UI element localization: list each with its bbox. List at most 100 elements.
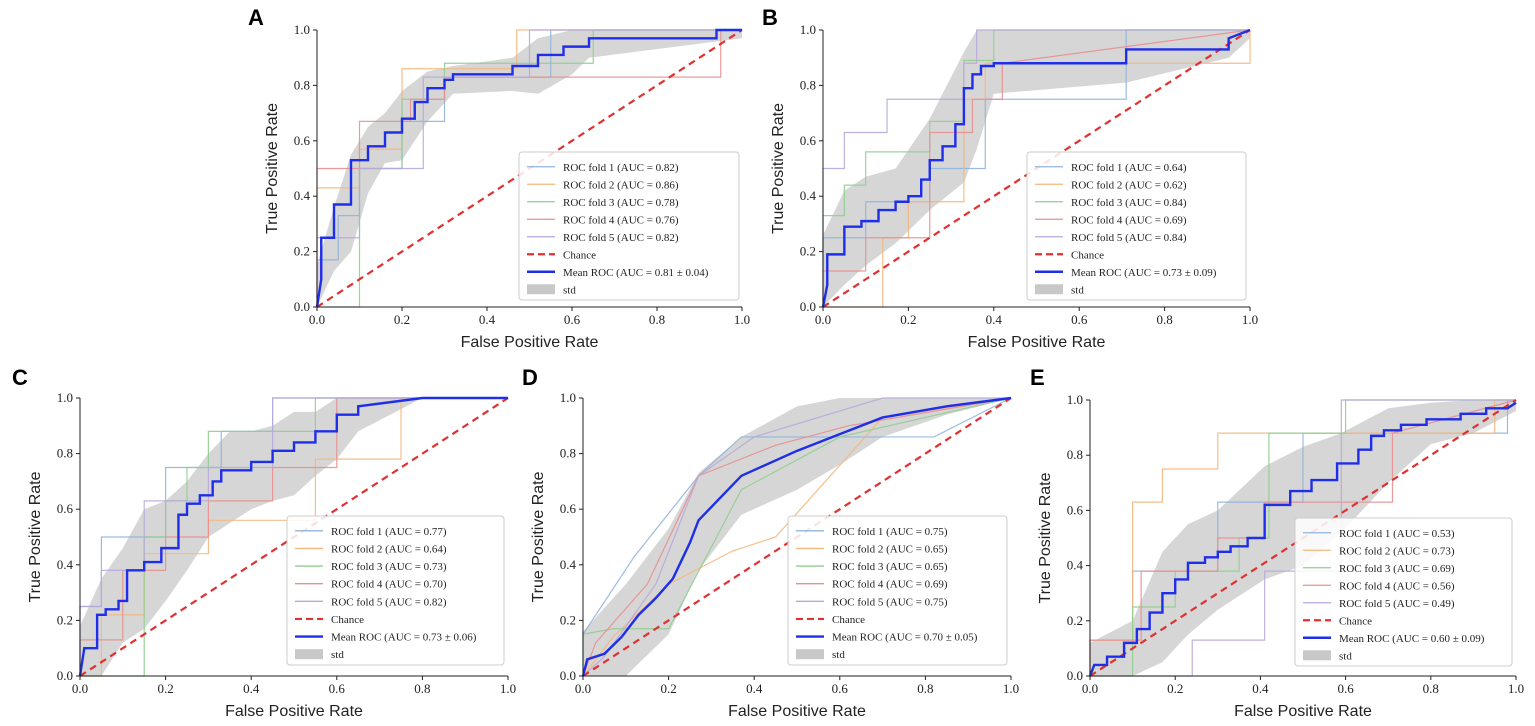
x-tick-label: 1.0 (1242, 312, 1258, 327)
y-axis-label: True Positive Rate (27, 471, 44, 602)
y-tick-label: 0.8 (57, 446, 73, 461)
x-axis-label: False Positive Rate (728, 703, 866, 720)
x-tick-label: 0.4 (479, 312, 496, 327)
roc-panel-A: A 0.0 0.2 0.4 0.6 0.8 1.0 0.0 0.2 0.4 0.6 0.8 1.0 Fal… (248, 5, 750, 351)
legend-label: std (1071, 284, 1084, 296)
legend-label: ROC fold 1 (AUC = 0.75) (832, 526, 948, 538)
x-tick-label: 0.8 (649, 312, 665, 327)
legend-label: std (331, 649, 344, 661)
panel-letter: E (1030, 365, 1045, 390)
y-tick-label: 1.0 (1067, 392, 1083, 407)
legend-label: Mean ROC (AUC = 0.70 ± 0.05) (832, 632, 978, 644)
legend-label: ROC fold 4 (AUC = 0.69) (832, 579, 948, 591)
legend-label: Chance (331, 614, 364, 626)
x-tick-label: 0.0 (1082, 681, 1098, 696)
x-axis-label: False Positive Rate (1234, 703, 1372, 720)
x-axis-label: False Positive Rate (225, 703, 363, 720)
y-axis-label: True Positive Rate (530, 471, 547, 602)
y-tick-label: 0.8 (294, 77, 310, 92)
x-axis-label: False Positive Rate (968, 334, 1106, 351)
x-tick-label: 0.0 (575, 681, 591, 696)
y-tick-label: 0.0 (57, 668, 73, 683)
y-tick-label: 0.4 (57, 557, 74, 572)
y-tick-label: 0.6 (560, 501, 577, 516)
x-tick-label: 0.4 (986, 312, 1003, 327)
x-tick-label: 0.0 (72, 681, 88, 696)
y-tick-label: 0.8 (800, 77, 816, 92)
roc-panel-E: E 0.0 0.2 0.4 0.6 0.8 1.0 0.0 0.2 0.4 0.6 0.8 1.0 Fal… (1030, 365, 1524, 720)
y-tick-label: 0.2 (57, 612, 73, 627)
roc-fold-4-line (316, 29, 742, 307)
x-tick-label: 0.2 (157, 681, 173, 696)
legend-label: Mean ROC (AUC = 0.73 ± 0.09) (1071, 267, 1217, 279)
y-tick-label: 0.2 (1067, 613, 1083, 628)
x-tick-label: 0.6 (1337, 681, 1354, 696)
legend-label: ROC fold 5 (AUC = 0.82) (331, 596, 447, 608)
y-tick-label: 0.6 (1067, 502, 1084, 517)
legend-label: ROC fold 4 (AUC = 0.69) (1071, 214, 1187, 226)
legend-label: ROC fold 2 (AUC = 0.64) (331, 543, 447, 555)
roc-panel-B: B 0.0 0.2 0.4 0.6 0.8 1.0 0.0 0.2 0.4 0.6 0.8 1.0 Fal… (762, 5, 1258, 351)
x-tick-label: 0.8 (1423, 681, 1439, 696)
y-tick-label: 0.4 (800, 188, 817, 203)
legend: ROC fold 1 (AUC = 0.82) ROC fold 2 (AUC =… (518, 151, 740, 301)
legend: ROC fold 1 (AUC = 0.75) ROC fold 2 (AUC =… (787, 515, 1008, 666)
y-tick-label: 0.4 (560, 557, 577, 572)
y-tick-label: 0.0 (1067, 668, 1083, 683)
x-tick-label: 0.2 (1167, 681, 1183, 696)
x-tick-label: 0.2 (660, 681, 676, 696)
legend-label: ROC fold 3 (AUC = 0.65) (832, 561, 948, 573)
mean-roc-line (78, 396, 508, 677)
legend-label: ROC fold 2 (AUC = 0.73) (1339, 545, 1455, 557)
y-tick-label: 0.2 (800, 244, 816, 259)
x-tick-label: 0.8 (414, 681, 430, 696)
legend: ROC fold 1 (AUC = 0.64) ROC fold 2 (AUC =… (1026, 151, 1247, 301)
legend-box (1026, 151, 1247, 301)
x-tick-label: 0.0 (815, 312, 831, 327)
x-axis-label: False Positive Rate (461, 334, 599, 351)
x-tick-label: 1.0 (1003, 681, 1019, 696)
roc-fold-4-line (79, 397, 508, 676)
legend-label: ROC fold 3 (AUC = 0.78) (563, 197, 679, 209)
y-tick-label: 0.2 (560, 612, 576, 627)
y-tick-label: 0.2 (294, 244, 310, 259)
panel-letter: D (522, 365, 538, 390)
legend-label: Chance (563, 249, 596, 261)
panel-letter: B (762, 5, 778, 30)
mean-roc-line (821, 28, 1251, 308)
legend-key-std (796, 649, 824, 660)
x-tick-label: 0.6 (329, 681, 346, 696)
legend-label: ROC fold 1 (AUC = 0.82) (563, 162, 679, 174)
roc-panel-D: D 0.0 0.2 0.4 0.6 0.8 1.0 0.0 0.2 0.4 0.6 0.8 1.0 Fal… (522, 365, 1019, 720)
legend-box (787, 515, 1008, 666)
legend: ROC fold 1 (AUC = 0.77) ROC fold 2 (AUC =… (286, 515, 505, 666)
y-tick-label: 0.0 (800, 299, 816, 314)
x-tick-label: 0.2 (900, 312, 916, 327)
legend-label: ROC fold 2 (AUC = 0.86) (563, 179, 679, 191)
legend-key-std (1303, 650, 1331, 661)
legend-label: ROC fold 5 (AUC = 0.75) (832, 596, 948, 608)
legend-label: Mean ROC (AUC = 0.73 ± 0.06) (331, 632, 477, 644)
legend-label: std (563, 284, 576, 296)
roc-fold-5-line (582, 397, 1011, 677)
legend-label: Chance (1071, 249, 1104, 261)
mean-roc-line (315, 28, 742, 308)
legend-label: ROC fold 1 (AUC = 0.64) (1071, 162, 1187, 174)
legend-label: Mean ROC (AUC = 0.81 ± 0.04) (563, 267, 709, 279)
legend-box (286, 515, 505, 666)
legend-label: ROC fold 3 (AUC = 0.84) (1071, 197, 1187, 209)
legend-label: ROC fold 4 (AUC = 0.70) (331, 579, 447, 591)
legend-label: Chance (832, 614, 865, 626)
x-tick-label: 0.8 (1156, 312, 1172, 327)
panel-letter: A (248, 5, 264, 30)
y-tick-label: 0.4 (294, 188, 311, 203)
mean-roc-line (1088, 401, 1517, 677)
legend-label: Mean ROC (AUC = 0.60 ± 0.09) (1339, 633, 1485, 645)
panel-letter: C (12, 365, 28, 390)
x-tick-label: 0.6 (1071, 312, 1088, 327)
legend-label: ROC fold 1 (AUC = 0.53) (1339, 528, 1455, 540)
y-tick-label: 0.6 (57, 501, 74, 516)
mean-roc-line (581, 396, 1012, 677)
legend-label: ROC fold 5 (AUC = 0.84) (1071, 232, 1187, 244)
